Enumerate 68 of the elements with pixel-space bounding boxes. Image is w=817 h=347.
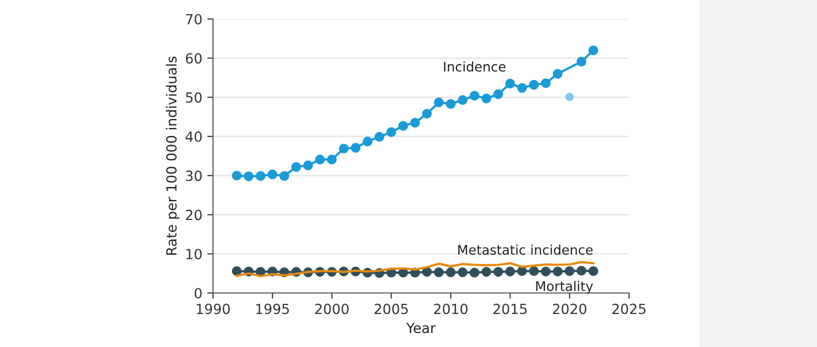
point: [565, 92, 574, 102]
point: [244, 171, 254, 182]
x-tick-label: 2025: [612, 304, 646, 314]
x-tick-label: 2005: [374, 304, 408, 314]
point: [232, 266, 242, 276]
point: [410, 118, 420, 128]
point: [470, 90, 480, 101]
point: [350, 142, 360, 153]
point: [529, 80, 539, 90]
x-tick-label: 2010: [434, 304, 468, 314]
point: [326, 154, 337, 164]
y-tick-label: 40: [186, 131, 202, 142]
point: [493, 267, 504, 277]
y-tick-label: 60: [186, 53, 202, 64]
point: [303, 160, 313, 170]
point: [470, 268, 480, 278]
point: [540, 78, 551, 88]
point: [386, 127, 396, 137]
y-tick-label: 70: [186, 14, 202, 24]
point: [279, 171, 290, 181]
point: [291, 162, 302, 172]
point: [540, 266, 551, 276]
point: [529, 266, 539, 276]
point: [232, 170, 242, 180]
x-tick-label: 1995: [256, 304, 289, 314]
point: [505, 78, 516, 88]
point: [552, 68, 563, 79]
y-tick-label: 0: [194, 288, 202, 298]
x-tick-label: 2000: [315, 304, 349, 314]
point: [446, 99, 456, 109]
point: [482, 94, 492, 104]
x-tick-label: 2015: [493, 304, 527, 314]
point: [362, 136, 372, 146]
point: [517, 83, 527, 93]
x-axis-title: Year: [406, 322, 436, 334]
point: [576, 56, 586, 67]
point: [256, 171, 266, 181]
point: [434, 267, 444, 278]
y-tick-label: 20: [186, 210, 202, 220]
y-axis-title: Rate per 100 000 individuals: [166, 56, 180, 255]
point: [268, 170, 278, 180]
point: [576, 266, 586, 276]
x-tick-label: 1990: [196, 304, 230, 314]
point: [422, 267, 432, 277]
point: [588, 45, 598, 56]
point: [482, 267, 492, 277]
point: [564, 266, 574, 276]
point: [458, 267, 468, 278]
point: [338, 144, 349, 154]
y-tick-label: 10: [186, 248, 202, 260]
y-tick-label: 50: [186, 92, 202, 103]
y-tick-label: 30: [186, 170, 202, 182]
point: [315, 154, 325, 164]
point: [588, 266, 598, 276]
point: [434, 98, 444, 108]
point: [458, 95, 468, 105]
point: [517, 266, 527, 276]
point: [552, 266, 563, 276]
point: [374, 132, 384, 142]
point: [422, 108, 432, 119]
series-label: Incidence: [444, 61, 506, 72]
series-label: Mortality: [536, 280, 593, 294]
series-label: Metastatic incidence: [458, 244, 593, 255]
point: [398, 121, 408, 131]
point: [446, 267, 456, 278]
point: [493, 89, 504, 100]
x-tick-label: 2020: [552, 304, 586, 314]
point: [505, 266, 516, 276]
